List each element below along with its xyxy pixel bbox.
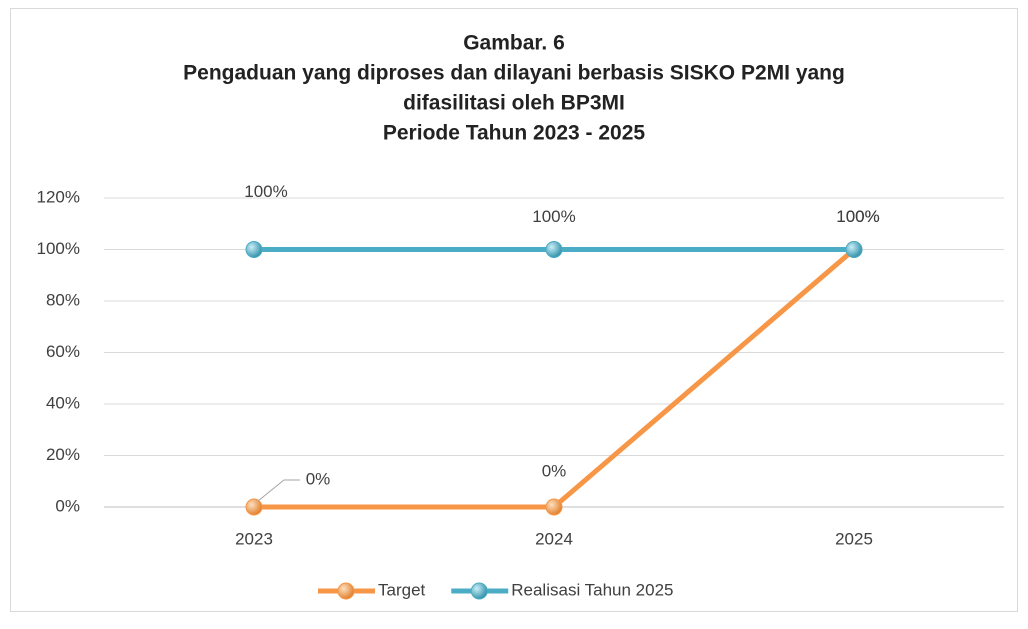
- y-tick-label: 60%: [46, 342, 80, 361]
- y-tick-label: 120%: [37, 187, 80, 206]
- leader-line: [257, 479, 300, 502]
- y-tick-label: 0%: [55, 496, 80, 515]
- data-label: 100%: [836, 207, 879, 226]
- x-tick-label: 2025: [835, 529, 873, 548]
- data-point: [845, 241, 863, 258]
- data-label: 100%: [836, 207, 879, 226]
- data-point: [245, 498, 263, 516]
- chart-title: Periode Tahun 2023 - 2025: [383, 122, 646, 145]
- legend-marker: [470, 582, 488, 600]
- x-tick-label: 2023: [235, 529, 273, 548]
- chart-frame: [10, 8, 1018, 612]
- y-tick-label: 100%: [37, 239, 80, 258]
- chart-title: Gambar. 6: [463, 32, 565, 55]
- data-label: 100%: [244, 182, 287, 201]
- chart-title: Pengaduan yang diproses dan dilayani ber…: [183, 62, 845, 85]
- chart-title: difasilitasi oleh BP3MI: [403, 92, 625, 115]
- y-tick-label: 20%: [46, 445, 80, 464]
- data-point: [245, 241, 263, 258]
- data-point: [545, 498, 563, 516]
- legend-label: Target: [378, 580, 426, 599]
- y-tick-label: 80%: [46, 290, 80, 309]
- y-tick-label: 40%: [46, 393, 80, 412]
- legend-label: Realisasi Tahun 2025: [511, 580, 673, 599]
- legend-marker: [337, 582, 355, 600]
- data-label: 0%: [306, 469, 331, 488]
- data-label: 0%: [542, 461, 567, 480]
- data-point: [545, 241, 563, 258]
- x-tick-label: 2024: [535, 529, 573, 548]
- data-label: 100%: [532, 207, 575, 226]
